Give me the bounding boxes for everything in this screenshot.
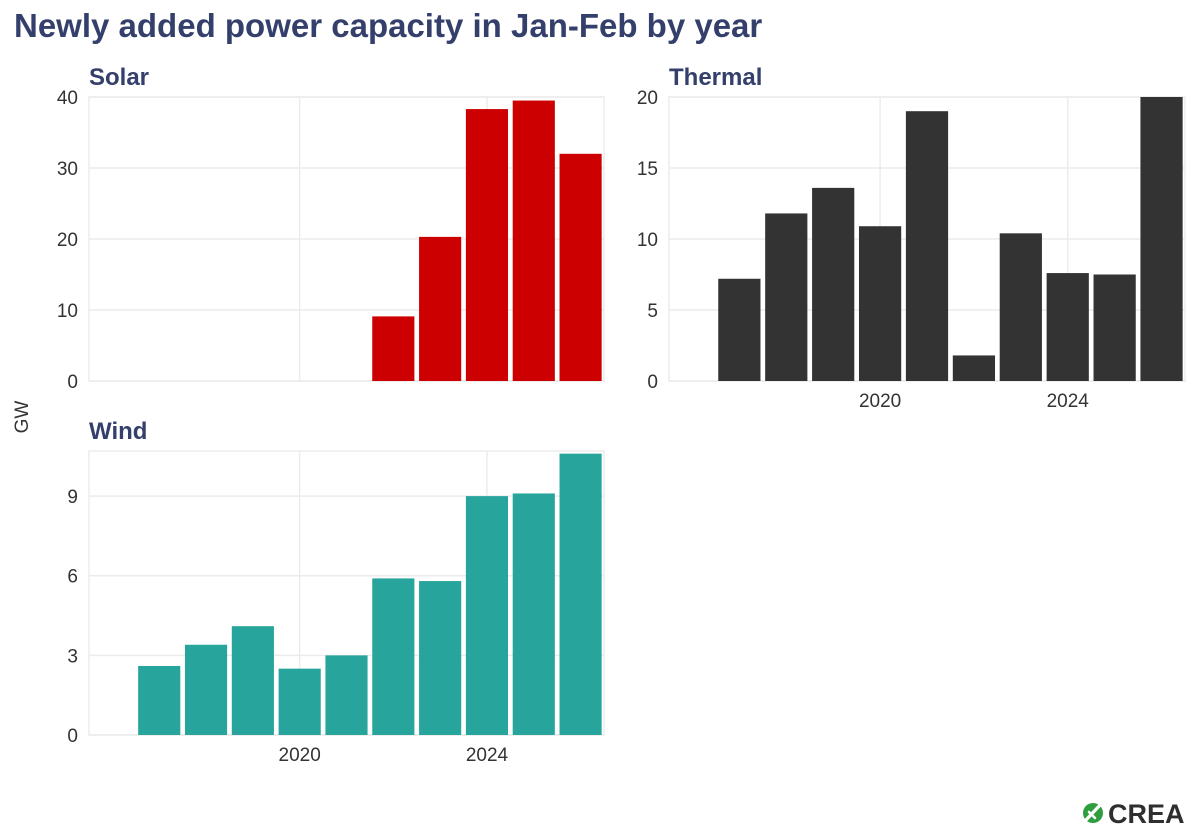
x-tick-label-thermal-1: 2024 <box>1047 391 1090 412</box>
x-tick-label-thermal-0: 2020 <box>859 391 901 412</box>
y-tick-label-thermal-4: 20 <box>637 88 658 109</box>
bar-thermal-2018 <box>765 213 808 381</box>
bar-thermal-2025 <box>1093 274 1136 381</box>
bar-wind-2017 <box>138 665 181 735</box>
bar-wind-2024 <box>465 496 509 735</box>
bar-wind-2020 <box>278 668 321 735</box>
bar-solar-2023 <box>419 236 462 381</box>
y-tick-label-solar-3: 30 <box>57 159 78 180</box>
x-tick-label-wind-1: 2024 <box>466 745 509 766</box>
crea-leaf-icon <box>1083 802 1103 823</box>
bar-thermal-2021 <box>905 111 949 381</box>
y-tick-label-wind-1: 3 <box>67 646 78 667</box>
panel-solar: Solar 0 10 20 30 40 <box>57 64 605 393</box>
y-tick-label-thermal-3: 15 <box>637 159 658 180</box>
y-tick-label-solar-1: 10 <box>57 301 78 322</box>
bar-solar-2022 <box>372 316 415 381</box>
bar-thermal-2024 <box>1046 273 1089 381</box>
y-tick-label-thermal-2: 10 <box>637 230 658 251</box>
y-tick-label-thermal-1: 5 <box>647 301 658 322</box>
bar-wind-2025 <box>512 493 555 735</box>
y-tick-label-solar-4: 40 <box>57 88 78 109</box>
panel-title-wind: Wind <box>89 418 147 445</box>
bar-thermal-2022 <box>952 355 996 381</box>
bar-thermal-2017 <box>718 278 761 381</box>
bar-solar-2026 <box>559 153 602 381</box>
bar-solar-2024 <box>465 109 509 381</box>
y-tick-label-wind-3: 9 <box>67 487 78 508</box>
bar-thermal-2023 <box>999 233 1042 381</box>
y-tick-label-solar-0: 0 <box>67 372 78 393</box>
bar-wind-2023 <box>419 581 462 735</box>
panel-border-solar <box>88 96 605 382</box>
bar-wind-2019 <box>231 626 274 735</box>
x-tick-label-wind-0: 2020 <box>279 745 321 766</box>
y-tick-label-wind-2: 6 <box>67 567 78 588</box>
panel-title-solar: Solar <box>89 64 149 91</box>
y-tick-label-wind-0: 0 <box>67 726 78 747</box>
y-axis-label: GW <box>12 401 33 434</box>
panel-wind: Wind 0 3 6 9 2020 2024 <box>67 418 605 766</box>
bar-wind-2021 <box>325 655 368 735</box>
bar-wind-2018 <box>184 644 228 735</box>
crea-logo: CREA <box>1083 799 1185 829</box>
y-tick-label-thermal-0: 0 <box>647 372 658 393</box>
y-tick-label-solar-2: 20 <box>57 230 78 251</box>
bar-wind-2026 <box>559 453 602 735</box>
bar-solar-2025 <box>512 100 555 382</box>
bar-thermal-2019 <box>812 187 855 381</box>
bar-thermal-2020 <box>858 226 902 381</box>
bar-thermal-2026 <box>1140 97 1183 381</box>
panel-title-thermal: Thermal <box>669 64 762 91</box>
bar-wind-2022 <box>372 578 415 735</box>
crea-logo-text: CREA <box>1108 799 1185 829</box>
chart-title: Newly added power capacity in Jan-Feb by… <box>14 7 762 44</box>
